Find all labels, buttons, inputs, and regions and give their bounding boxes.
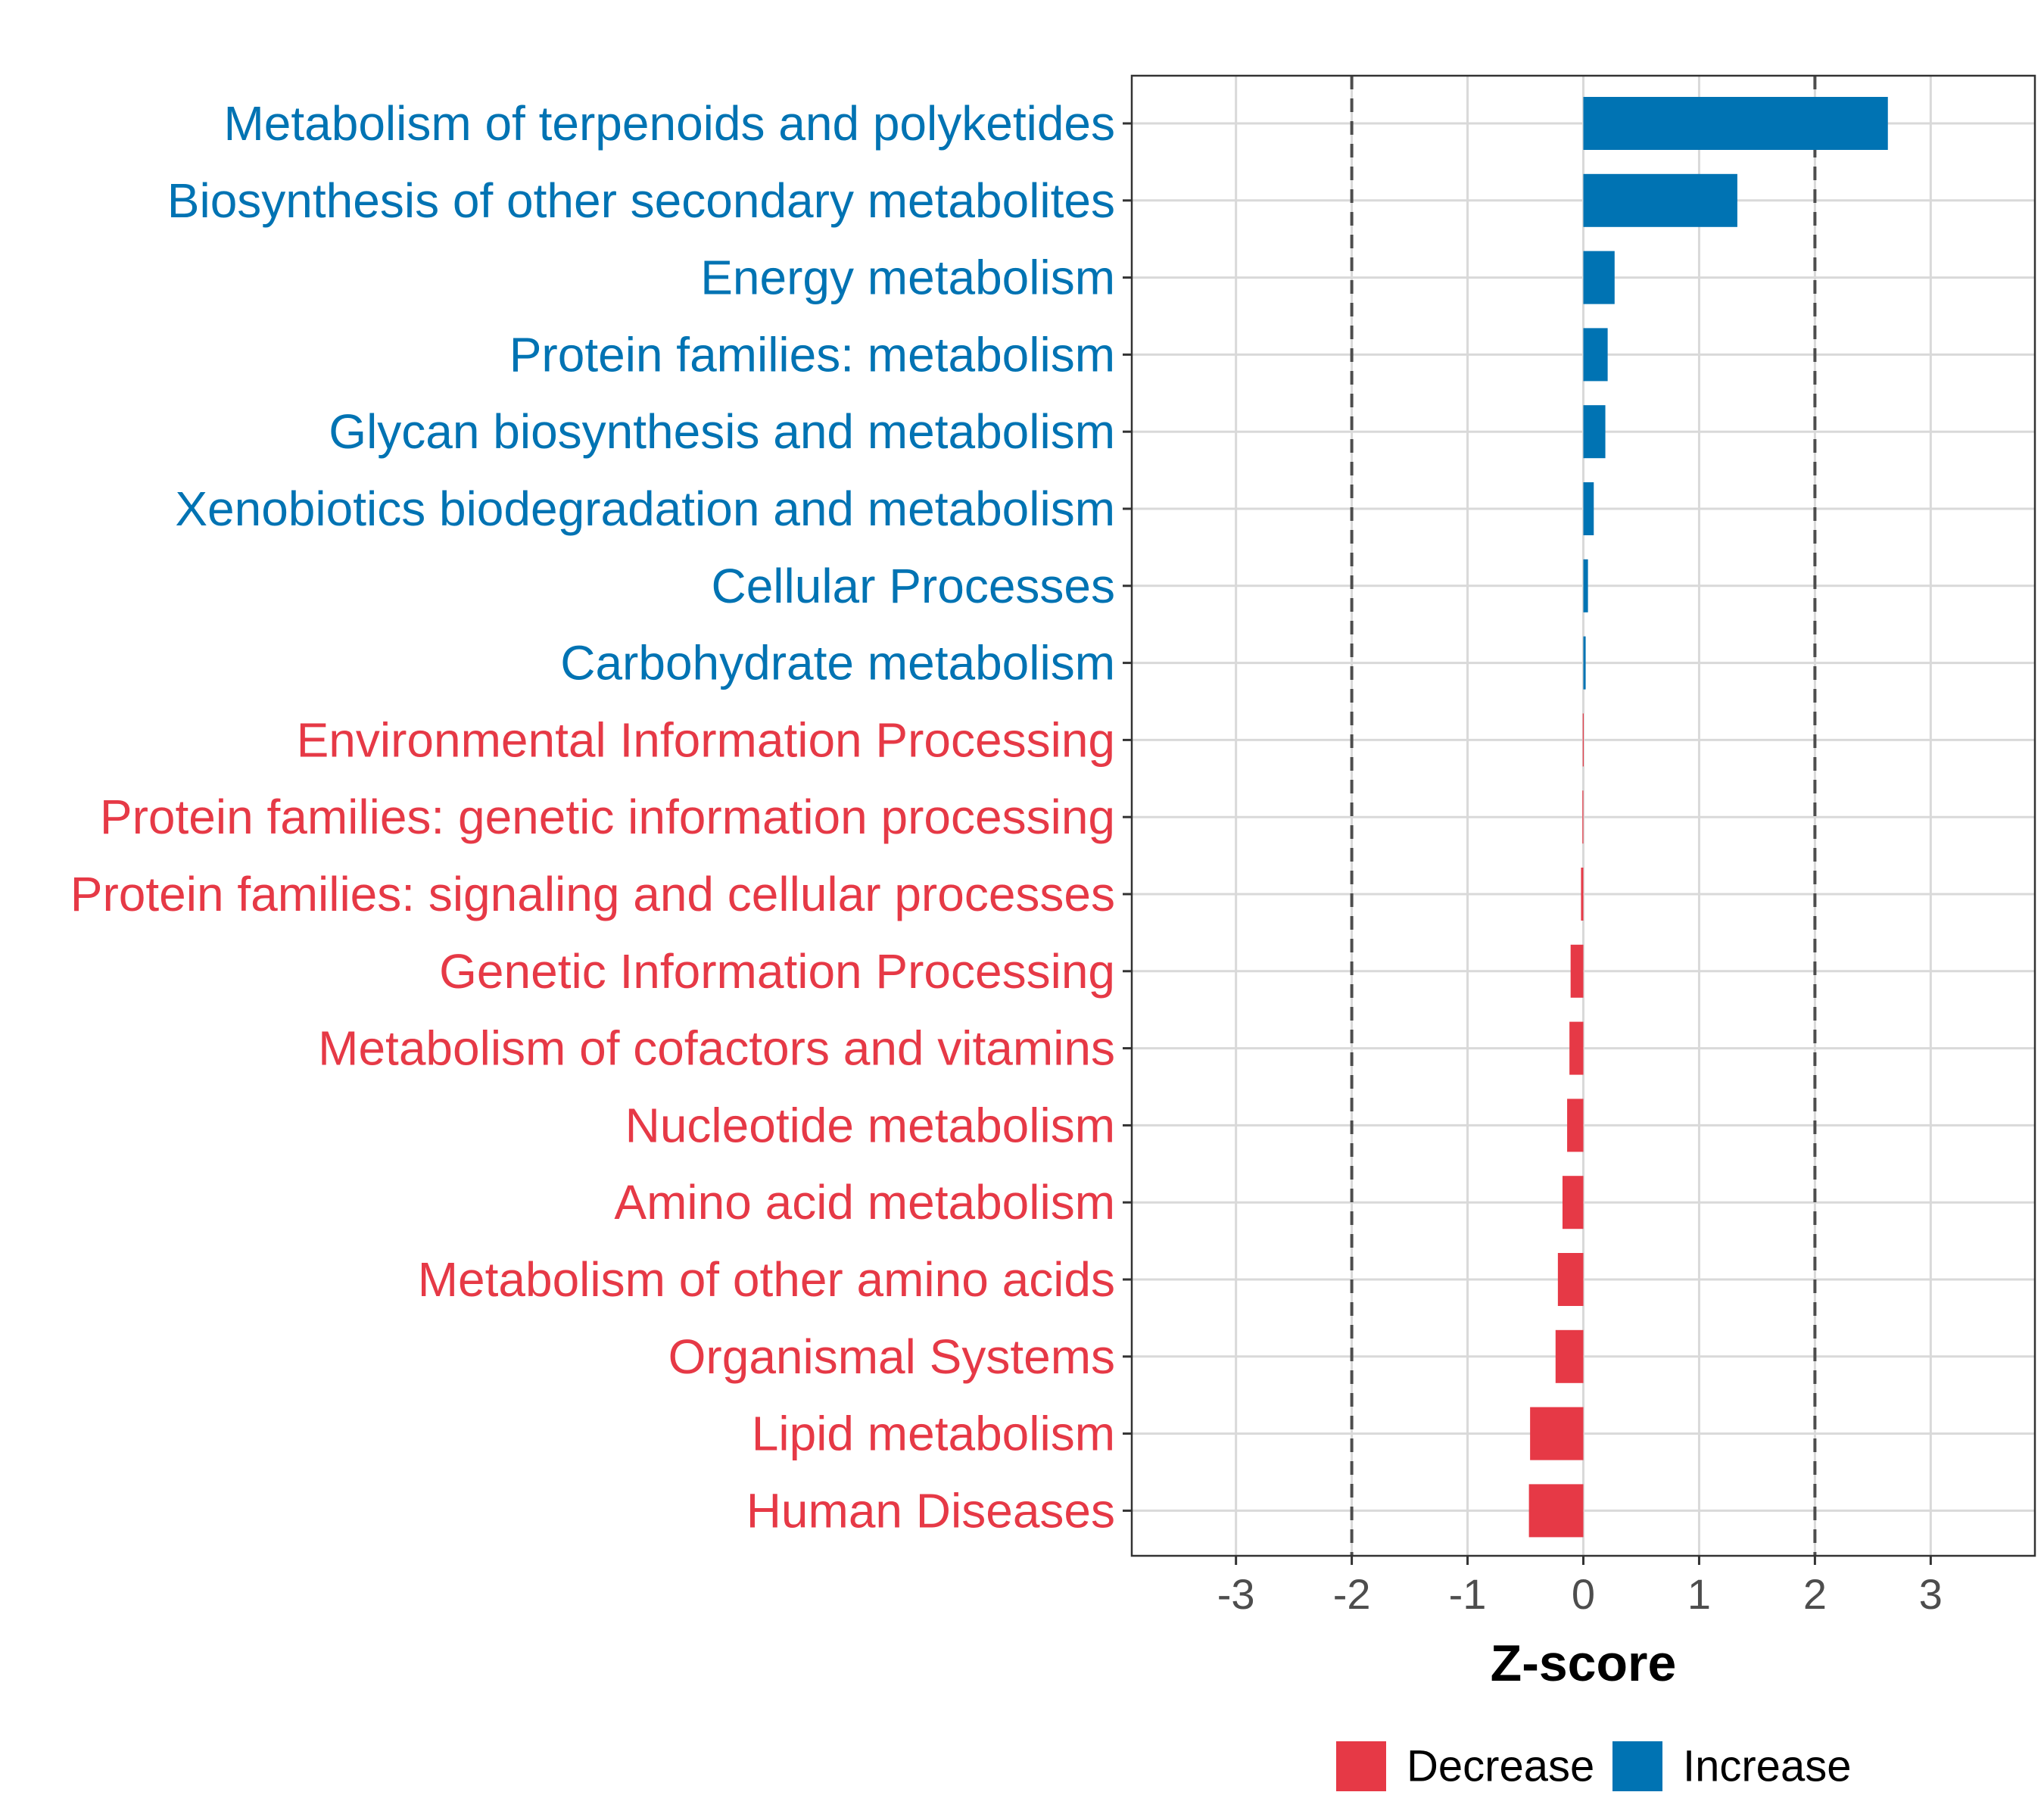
category-label: Metabolism of terpenoids and polyketides: [223, 96, 1115, 151]
category-label: Nucleotide metabolism: [625, 1098, 1115, 1152]
category-label: Protein families: signaling and cellular…: [70, 867, 1115, 921]
bar: [1567, 1099, 1584, 1152]
legend-swatch: [1336, 1741, 1386, 1791]
bar: [1569, 1021, 1584, 1075]
category-label: Energy metabolism: [700, 251, 1115, 305]
x-axis-title: Z-score: [1491, 1635, 1677, 1692]
category-label: Metabolism of cofactors and vitamins: [318, 1021, 1115, 1076]
category-label: Glycan biosynthesis and metabolism: [329, 404, 1115, 459]
x-tick-label: 2: [1803, 1570, 1827, 1618]
legend-label: Increase: [1683, 1742, 1851, 1791]
category-label: Protein families: metabolism: [509, 327, 1115, 382]
x-tick-label: -1: [1449, 1570, 1487, 1618]
x-tick-label: 3: [1919, 1570, 1943, 1618]
legend: Decrease Increase: [1336, 1741, 1851, 1791]
category-label: Lipid metabolism: [752, 1407, 1115, 1461]
category-label: Biosynthesis of other secondary metaboli…: [167, 173, 1115, 228]
x-tick-label: -2: [1333, 1570, 1371, 1618]
bar: [1583, 251, 1615, 304]
bar: [1583, 173, 1737, 227]
legend-swatch: [1612, 1741, 1662, 1791]
x-axis: -3 -2 -1 0 1 2 3: [1217, 1556, 1943, 1618]
category-label: Amino acid metabolism: [614, 1175, 1115, 1230]
category-label: Carbohydrate metabolism: [560, 636, 1115, 690]
category-label: Cellular Processes: [711, 559, 1115, 613]
category-label: Organismal Systems: [668, 1329, 1115, 1384]
reference-lines: [1350, 76, 1817, 1556]
category-label: Protein families: genetic information pr…: [100, 790, 1115, 844]
legend-label: Decrease: [1407, 1742, 1594, 1791]
bar: [1583, 636, 1586, 690]
bar: [1570, 944, 1584, 998]
bar: [1530, 1407, 1584, 1460]
bar: [1583, 559, 1588, 612]
bar: [1583, 97, 1888, 150]
x-tick-label: -3: [1217, 1570, 1255, 1618]
bar: [1582, 713, 1584, 767]
bar: [1583, 482, 1594, 535]
category-label: Xenobiotics biodegradation and metabolis…: [175, 482, 1115, 536]
bar: [1562, 1176, 1584, 1230]
bar-series: [1528, 97, 1888, 1538]
x-tick-label: 1: [1687, 1570, 1711, 1618]
x-tick-label: 0: [1572, 1570, 1595, 1618]
bar: [1557, 1253, 1584, 1306]
bar: [1528, 1484, 1584, 1538]
category-label: Genetic Information Processing: [439, 944, 1115, 999]
category-label: Metabolism of other amino acids: [418, 1252, 1115, 1307]
y-axis: Metabolism of terpenoids and polyketides…: [70, 96, 1132, 1538]
bar: [1583, 405, 1606, 459]
bar: [1583, 328, 1608, 382]
bar: [1582, 790, 1584, 844]
category-label: Environmental Information Processing: [297, 712, 1115, 767]
bar: [1581, 868, 1584, 921]
bar: [1555, 1329, 1584, 1383]
category-label: Human Diseases: [746, 1483, 1115, 1538]
